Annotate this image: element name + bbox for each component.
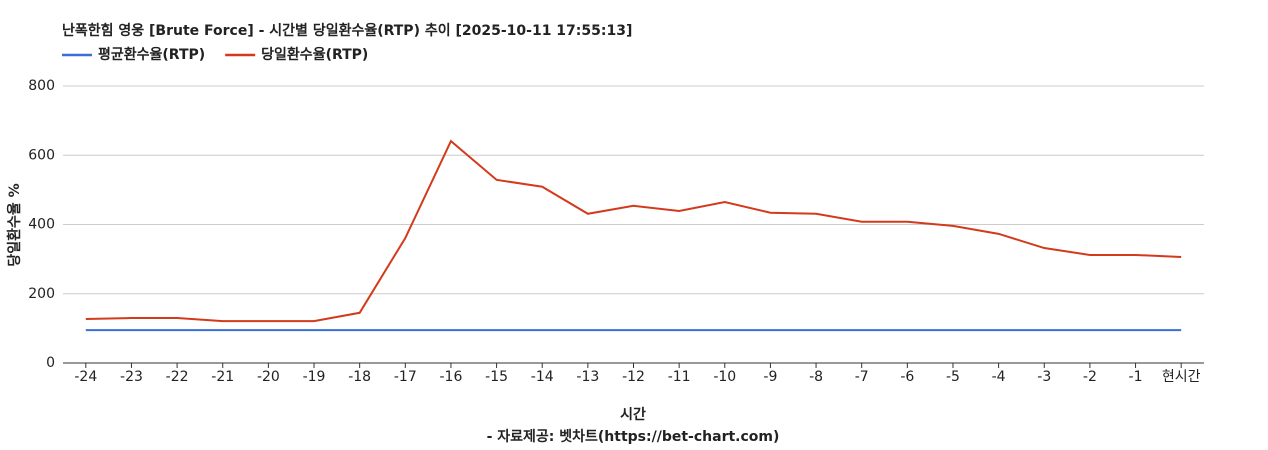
y-tick-label: 800 (28, 78, 55, 94)
source-note: - 자료제공: 벳차트(https://bet-chart.com) (487, 428, 780, 445)
x-tick-label: -19 (303, 369, 326, 385)
x-tick-label: -17 (394, 369, 417, 385)
legend-label: 평균환수율(RTP) (98, 46, 205, 63)
x-tick-label: -12 (622, 369, 645, 385)
y-tick-label: 400 (28, 217, 55, 233)
x-tick-label: -9 (763, 369, 777, 385)
x-tick-label: -6 (900, 369, 914, 385)
x-tick-label: -11 (668, 369, 691, 385)
x-tick-label: -7 (855, 369, 869, 385)
y-tick-label: 600 (28, 147, 55, 163)
x-tick-label: -3 (1037, 369, 1051, 385)
x-tick-label: -18 (348, 369, 371, 385)
x-tick-label: -15 (485, 369, 508, 385)
series-line (85, 139, 1182, 323)
y-tick-label: 0 (46, 355, 55, 371)
x-tick-label: -21 (211, 369, 234, 385)
x-tick-label: -5 (946, 369, 960, 385)
legend-label: 당일환수율(RTP) (261, 46, 368, 63)
x-axis-label: 시간 (620, 406, 646, 423)
x-tick-label: -24 (74, 369, 97, 385)
x-tick-label: -10 (713, 369, 736, 385)
x-tick-label: -20 (257, 369, 280, 385)
chart-title: 난폭한힘 영웅 [Brute Force] - 시간별 당일환수율(RTP) 추… (62, 22, 632, 39)
x-tick-label: 현시간 (1162, 369, 1201, 385)
x-tick-label: -14 (531, 369, 554, 385)
x-tick-label: -13 (576, 369, 599, 385)
x-tick-label: -2 (1083, 369, 1097, 385)
x-tick-label: -1 (1129, 369, 1143, 385)
y-axis-label: 당일환수율 % (6, 183, 23, 266)
y-tick-label: 200 (28, 286, 55, 302)
x-tick-label: -16 (440, 369, 463, 385)
x-tick-label: -8 (809, 369, 823, 385)
x-tick-label: -4 (992, 369, 1006, 385)
x-tick-label: -22 (166, 369, 189, 385)
x-tick-label: -23 (120, 369, 143, 385)
